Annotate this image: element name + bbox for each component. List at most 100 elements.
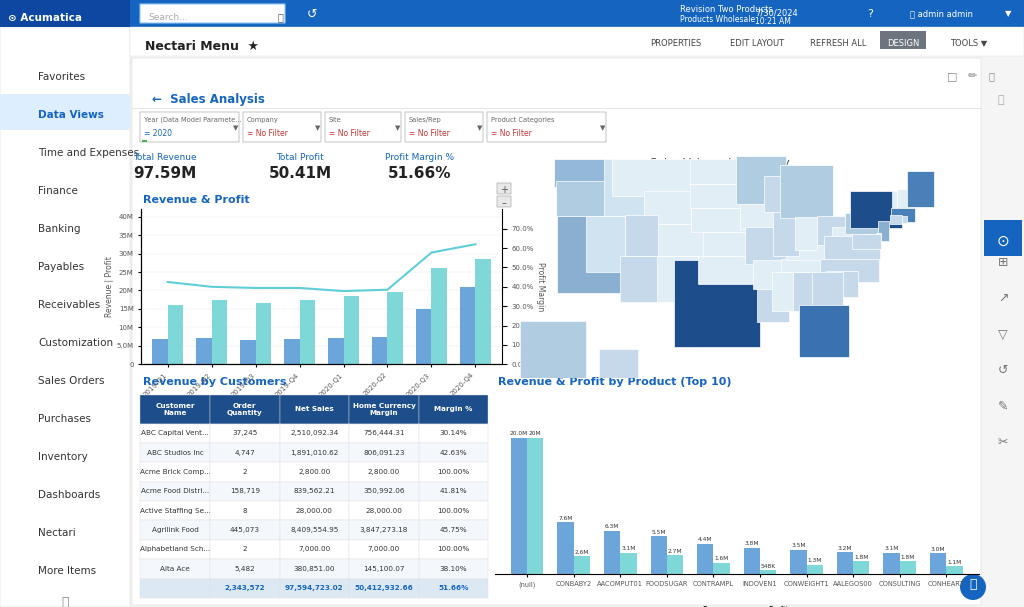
Text: □: □: [947, 71, 957, 81]
Text: Sales/Rep: Sales/Rep: [409, 117, 441, 123]
Text: Total Revenue: Total Revenue: [133, 152, 197, 161]
Bar: [511, 438, 527, 574]
Polygon shape: [793, 273, 816, 311]
Polygon shape: [820, 259, 879, 282]
Polygon shape: [735, 156, 786, 203]
Text: = No Filter: = No Filter: [409, 129, 450, 138]
Text: 1.8M: 1.8M: [854, 555, 868, 560]
Polygon shape: [703, 232, 753, 256]
Polygon shape: [826, 271, 858, 297]
Polygon shape: [599, 349, 638, 378]
FancyBboxPatch shape: [497, 196, 511, 207]
Polygon shape: [744, 227, 788, 264]
Text: = No Filter: = No Filter: [247, 129, 288, 138]
Polygon shape: [556, 181, 609, 215]
Bar: [667, 555, 683, 574]
Text: Sales Orders: Sales Orders: [38, 376, 104, 386]
Polygon shape: [753, 260, 784, 288]
Text: ✂: ✂: [997, 435, 1009, 449]
Text: 20M: 20M: [529, 432, 542, 436]
Text: 3.2M: 3.2M: [838, 546, 852, 551]
Bar: [884, 552, 900, 574]
Bar: [300, 300, 315, 364]
Text: 👤 admin admin: 👤 admin admin: [910, 10, 973, 18]
Bar: [557, 522, 573, 574]
Bar: [760, 570, 776, 574]
Text: Company: Company: [247, 117, 279, 123]
Text: TOOLS ▼: TOOLS ▼: [950, 38, 987, 47]
Polygon shape: [785, 239, 837, 260]
FancyBboxPatch shape: [880, 31, 926, 49]
Polygon shape: [691, 208, 749, 232]
Text: Finance: Finance: [38, 186, 78, 196]
Bar: [573, 556, 590, 574]
Polygon shape: [799, 305, 849, 358]
Text: ↺: ↺: [997, 364, 1009, 376]
Text: ▼: ▼: [477, 125, 482, 131]
Polygon shape: [620, 256, 658, 302]
Text: 7.6M: 7.6M: [558, 515, 572, 521]
Text: Search...: Search...: [148, 13, 187, 21]
Polygon shape: [772, 273, 796, 311]
Bar: [475, 259, 490, 364]
Bar: [743, 548, 760, 574]
Text: Nectari: Nectari: [38, 528, 76, 538]
Text: Product Categories: Product Categories: [490, 117, 555, 123]
Text: Profit Margin %: Profit Margin %: [385, 152, 455, 161]
Bar: [527, 438, 544, 574]
Text: 548K: 548K: [761, 563, 776, 569]
Y-axis label: Revenue | Profit: Revenue | Profit: [104, 256, 114, 317]
Polygon shape: [604, 159, 645, 215]
Polygon shape: [690, 184, 741, 208]
Text: ←  Sales Analysis: ← Sales Analysis: [152, 93, 265, 106]
Polygon shape: [907, 171, 934, 207]
Polygon shape: [644, 191, 691, 224]
Polygon shape: [690, 159, 740, 184]
Text: 7/30/2024: 7/30/2024: [755, 8, 798, 18]
Text: 🔔: 🔔: [970, 578, 977, 591]
Bar: [930, 553, 946, 574]
FancyBboxPatch shape: [0, 0, 1024, 27]
Bar: [197, 338, 212, 364]
Polygon shape: [902, 215, 907, 223]
Text: 97.59M: 97.59M: [133, 166, 197, 181]
Text: ▼: ▼: [395, 125, 400, 131]
Text: ⊙ Acumatica: ⊙ Acumatica: [8, 13, 82, 23]
FancyBboxPatch shape: [487, 112, 606, 142]
Polygon shape: [877, 234, 882, 245]
FancyBboxPatch shape: [984, 220, 1022, 256]
Polygon shape: [554, 159, 606, 188]
Polygon shape: [831, 227, 863, 254]
Polygon shape: [657, 224, 705, 256]
Bar: [604, 531, 621, 574]
Polygon shape: [674, 260, 760, 347]
Bar: [153, 339, 168, 364]
Text: ✎: ✎: [997, 399, 1009, 413]
Text: Banking: Banking: [38, 224, 81, 234]
Text: 1.8M: 1.8M: [901, 555, 915, 560]
Bar: [168, 305, 183, 364]
Text: Site: Site: [329, 117, 342, 123]
Polygon shape: [897, 189, 909, 210]
Text: 2.7M: 2.7M: [668, 549, 682, 554]
Polygon shape: [520, 321, 586, 378]
Polygon shape: [817, 215, 846, 245]
Text: 3.0M: 3.0M: [931, 547, 945, 552]
Text: Products Wholesale: Products Wholesale: [680, 16, 755, 24]
Polygon shape: [796, 217, 817, 249]
Polygon shape: [586, 215, 626, 273]
Text: 4.4M: 4.4M: [698, 537, 713, 542]
Text: ▼: ▼: [315, 125, 321, 131]
Text: 51.66%: 51.66%: [388, 166, 452, 181]
Polygon shape: [739, 203, 782, 229]
Polygon shape: [891, 208, 914, 222]
Text: 1.1M: 1.1M: [947, 560, 962, 565]
Polygon shape: [781, 259, 838, 273]
Circle shape: [961, 574, 986, 600]
Polygon shape: [773, 212, 800, 256]
Text: 〈: 〈: [61, 595, 69, 607]
Bar: [431, 268, 446, 364]
Text: ↗: ↗: [997, 291, 1009, 305]
Polygon shape: [612, 159, 691, 196]
Bar: [343, 296, 358, 364]
